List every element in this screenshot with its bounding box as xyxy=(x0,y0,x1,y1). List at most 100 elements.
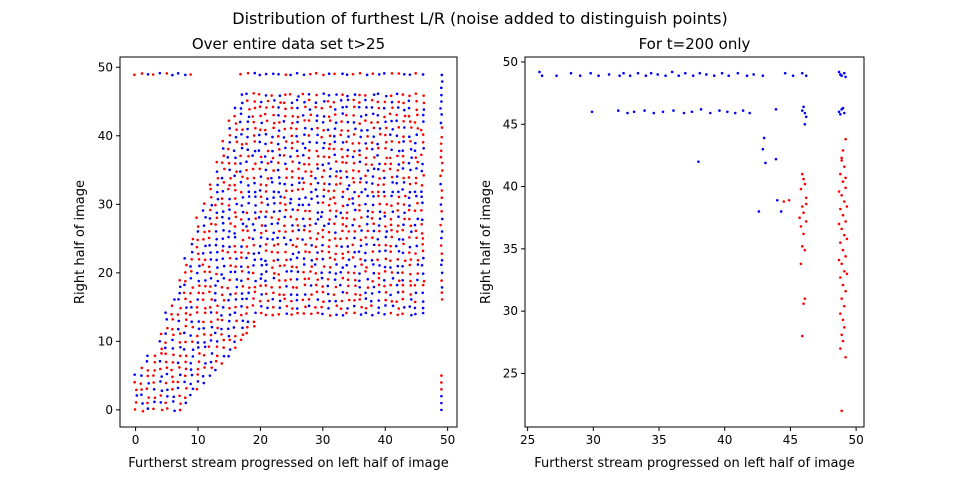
red-scatter-point xyxy=(304,209,307,213)
blue-scatter-point xyxy=(264,132,268,136)
red-scatter-point xyxy=(247,236,251,239)
blue-scatter-point xyxy=(301,203,305,207)
red-scatter-point xyxy=(416,127,420,130)
red-scatter-point xyxy=(239,190,243,194)
blue-scatter-point xyxy=(414,291,418,295)
red-scatter-point xyxy=(352,271,356,275)
red-scatter-point xyxy=(396,258,400,261)
blue-scatter-point xyxy=(708,111,712,115)
blue-scatter-point xyxy=(257,133,261,137)
blue-scatter-point xyxy=(370,106,374,109)
blue-scatter-point xyxy=(388,133,392,136)
blue-scatter-point xyxy=(251,237,255,241)
blue-scatter-point xyxy=(421,73,425,76)
red-scatter-point xyxy=(844,137,847,141)
blue-scatter-point xyxy=(347,184,351,187)
blue-scatter-point xyxy=(440,271,444,275)
red-scatter-point xyxy=(364,269,367,273)
blue-scatter-point xyxy=(239,112,243,116)
red-scatter-point xyxy=(320,175,324,179)
red-scatter-point xyxy=(376,190,380,194)
red-scatter-point xyxy=(203,311,207,315)
red-scatter-point xyxy=(839,172,842,176)
red-scatter-point xyxy=(203,366,206,369)
blue-scatter-point xyxy=(220,314,223,317)
blue-scatter-point xyxy=(216,279,220,283)
red-scatter-point xyxy=(290,141,294,145)
red-scatter-point xyxy=(201,263,205,266)
red-scatter-point xyxy=(221,139,225,143)
red-scatter-point xyxy=(270,250,274,254)
red-scatter-point xyxy=(332,101,336,104)
blue-scatter-point xyxy=(727,74,730,77)
blue-scatter-point xyxy=(328,299,331,303)
red-scatter-point xyxy=(215,160,219,164)
blue-scatter-point xyxy=(420,195,423,199)
y-tick-label: 30 xyxy=(503,304,518,318)
blue-scatter-point xyxy=(401,278,404,282)
red-scatter-point xyxy=(321,285,324,288)
blue-scatter-point xyxy=(341,72,344,76)
blue-scatter-point xyxy=(215,237,218,241)
blue-scatter-point xyxy=(401,188,404,191)
red-scatter-point xyxy=(270,141,273,144)
blue-scatter-point xyxy=(210,203,214,207)
blue-scatter-point xyxy=(382,278,386,282)
red-scatter-point xyxy=(314,71,318,75)
red-scatter-point xyxy=(233,244,236,248)
blue-scatter-point xyxy=(359,244,363,248)
red-scatter-point xyxy=(377,272,381,275)
red-scatter-point xyxy=(440,252,444,255)
red-scatter-point xyxy=(322,73,325,77)
red-scatter-point xyxy=(389,311,393,315)
red-scatter-point xyxy=(264,313,268,317)
blue-scatter-point xyxy=(215,211,219,215)
red-scatter-point xyxy=(247,154,250,158)
blue-scatter-point xyxy=(326,284,330,288)
blue-scatter-point xyxy=(346,203,349,207)
blue-scatter-point xyxy=(158,359,162,363)
red-scatter-point xyxy=(357,141,361,145)
blue-scatter-point xyxy=(372,135,376,138)
red-scatter-point xyxy=(341,204,345,208)
red-scatter-point xyxy=(197,257,201,261)
blue-scatter-point xyxy=(241,196,245,199)
red-scatter-point xyxy=(239,72,242,76)
red-scatter-point xyxy=(202,333,206,336)
red-scatter-point xyxy=(341,93,344,96)
blue-scatter-point xyxy=(397,149,401,153)
red-scatter-point xyxy=(347,284,350,288)
red-scatter-point xyxy=(841,318,845,322)
blue-scatter-point xyxy=(228,127,231,130)
red-scatter-point xyxy=(347,230,350,233)
red-scatter-point xyxy=(334,160,338,163)
blue-scatter-point xyxy=(408,135,411,139)
red-scatter-point xyxy=(390,271,394,274)
red-scatter-point xyxy=(191,340,194,343)
left-y-axis-label: Right half of image xyxy=(73,180,88,304)
blue-scatter-point xyxy=(260,293,263,296)
blue-scatter-point xyxy=(390,148,393,152)
red-scatter-point xyxy=(322,188,326,192)
blue-scatter-point xyxy=(189,276,193,280)
blue-scatter-point xyxy=(303,126,307,130)
red-scatter-point xyxy=(839,347,842,350)
blue-scatter-point xyxy=(371,182,374,185)
blue-scatter-point xyxy=(371,313,374,317)
red-scatter-point xyxy=(259,128,262,132)
blue-scatter-point xyxy=(837,110,841,114)
red-scatter-point xyxy=(307,149,311,152)
blue-scatter-point xyxy=(282,136,286,139)
blue-scatter-point xyxy=(402,140,405,143)
blue-scatter-point xyxy=(246,120,250,123)
blue-scatter-point xyxy=(227,217,231,220)
blue-scatter-point xyxy=(307,203,311,207)
red-scatter-point xyxy=(208,306,212,309)
red-scatter-point xyxy=(383,100,387,104)
blue-scatter-point xyxy=(197,279,201,283)
red-scatter-point xyxy=(844,186,847,190)
blue-scatter-point xyxy=(440,286,444,289)
red-scatter-point xyxy=(272,259,276,262)
red-scatter-point xyxy=(396,313,400,317)
